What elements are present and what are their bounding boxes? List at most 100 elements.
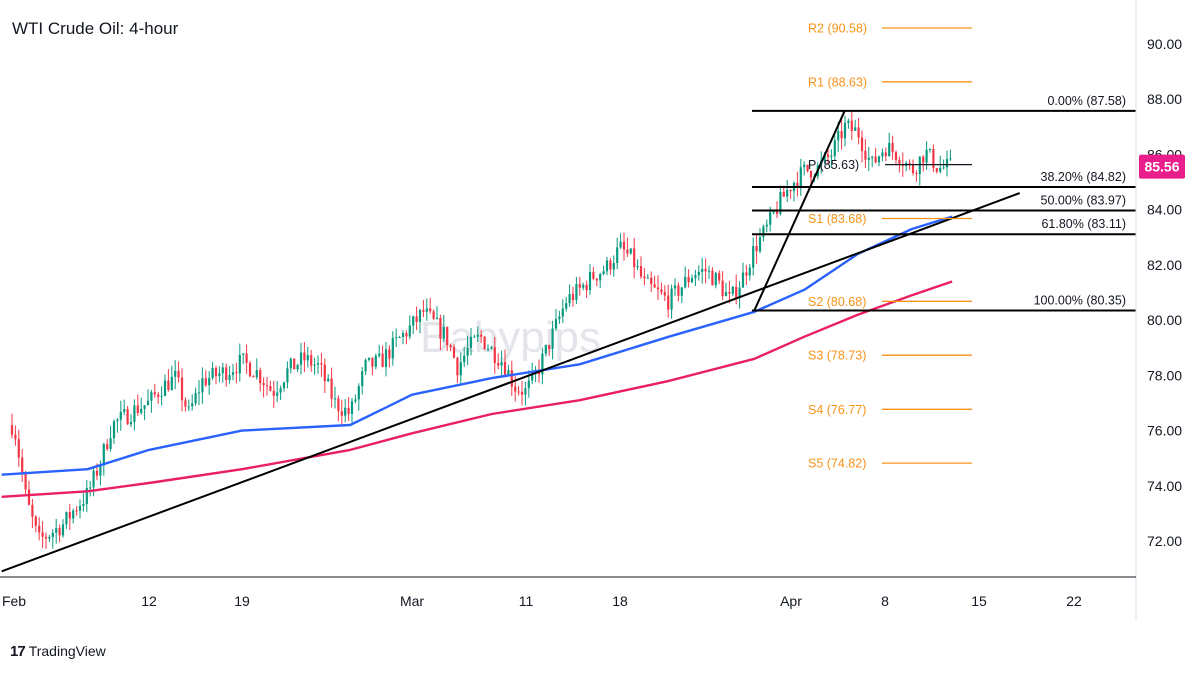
candle-body bbox=[235, 372, 238, 374]
candle-body bbox=[473, 336, 476, 338]
candle-body bbox=[786, 190, 789, 197]
candle-body bbox=[694, 275, 697, 279]
candle-body bbox=[449, 345, 452, 348]
candle-body bbox=[837, 131, 840, 141]
candle-body bbox=[507, 370, 510, 375]
candle-body bbox=[252, 376, 255, 378]
x-tick-label: Feb bbox=[2, 593, 26, 609]
candle-body bbox=[561, 308, 564, 317]
candle-body bbox=[299, 352, 303, 365]
candle-body bbox=[490, 347, 493, 349]
candle-body bbox=[126, 409, 129, 425]
x-tick-label: 8 bbox=[881, 593, 889, 609]
candle-body bbox=[245, 353, 248, 363]
candle-body bbox=[204, 378, 207, 386]
candle-body bbox=[310, 355, 313, 366]
candle-body bbox=[201, 378, 204, 393]
candle-body bbox=[762, 226, 765, 238]
y-tick-label: 74.00 bbox=[1147, 478, 1182, 494]
candle-body bbox=[354, 399, 357, 402]
candle-body bbox=[439, 317, 442, 339]
candle-body bbox=[364, 359, 367, 372]
candle-body bbox=[330, 378, 333, 399]
candle-body bbox=[296, 364, 299, 370]
candle-body bbox=[55, 527, 58, 533]
candle-body bbox=[500, 361, 503, 366]
candle-body bbox=[660, 289, 663, 293]
fib-label: 100.00% (80.35) bbox=[1034, 293, 1126, 307]
candle-body bbox=[568, 294, 571, 304]
candle-body bbox=[136, 405, 139, 414]
candle-body bbox=[809, 171, 813, 178]
candle-body bbox=[446, 326, 449, 346]
candle-body bbox=[697, 271, 700, 276]
candle-body bbox=[701, 268, 704, 272]
candle-body bbox=[323, 364, 326, 382]
candle-body bbox=[670, 288, 673, 310]
candle-body bbox=[840, 131, 843, 139]
candle-body bbox=[78, 505, 82, 511]
candle-body bbox=[735, 286, 738, 299]
candle-body bbox=[718, 273, 721, 281]
candle-body bbox=[160, 395, 163, 397]
candle-body bbox=[146, 400, 150, 406]
x-tick-label: 12 bbox=[141, 593, 157, 609]
candle-body bbox=[894, 151, 898, 160]
candle-body bbox=[653, 284, 656, 288]
candle-body bbox=[276, 392, 279, 396]
candle-body bbox=[143, 405, 146, 409]
candle-body bbox=[571, 294, 575, 301]
candle-body bbox=[789, 190, 792, 192]
candle-body bbox=[418, 310, 422, 322]
candle-body bbox=[82, 503, 85, 506]
candle-body bbox=[129, 421, 133, 425]
candle-body bbox=[371, 357, 374, 367]
candle-body bbox=[286, 368, 289, 383]
candle-body bbox=[38, 525, 41, 533]
candle-body bbox=[884, 152, 887, 157]
candle-body bbox=[595, 278, 598, 281]
candle-body bbox=[517, 391, 520, 393]
x-tick-label: 22 bbox=[1066, 593, 1082, 609]
candle-body bbox=[303, 352, 306, 361]
candle-body bbox=[119, 411, 122, 420]
fib-label: 61.80% (83.11) bbox=[1041, 217, 1126, 231]
candle-body bbox=[395, 337, 398, 339]
current-price-label: 85.56 bbox=[1144, 159, 1179, 175]
candle-body bbox=[857, 127, 860, 138]
candle-body bbox=[826, 154, 830, 157]
candle-body bbox=[908, 162, 911, 165]
candle-body bbox=[48, 536, 51, 539]
y-tick-label: 88.00 bbox=[1147, 91, 1182, 107]
candle-body bbox=[187, 406, 190, 408]
candle-body bbox=[17, 439, 20, 458]
candle-body bbox=[483, 336, 486, 350]
current-price-tag bbox=[1139, 154, 1185, 179]
candle-body bbox=[935, 168, 938, 172]
pivot-label: S5 (74.82) bbox=[808, 457, 866, 471]
candle-body bbox=[123, 409, 126, 412]
candle-body bbox=[231, 372, 235, 376]
candle-body bbox=[592, 271, 595, 279]
candle-body bbox=[639, 266, 643, 277]
candle-body bbox=[31, 504, 34, 517]
candle-body bbox=[656, 287, 660, 290]
candle-body bbox=[939, 167, 942, 172]
candle-body bbox=[133, 405, 136, 422]
candle-body bbox=[476, 334, 479, 337]
candle-body bbox=[89, 487, 92, 489]
candle-body bbox=[61, 524, 65, 536]
candle-body bbox=[218, 373, 221, 377]
candle-body bbox=[690, 278, 694, 283]
candle-body bbox=[707, 270, 711, 272]
chart-title: WTI Crude Oil: 4-hour bbox=[12, 19, 179, 38]
moving-average-2 bbox=[1, 280, 953, 498]
candle-body bbox=[663, 292, 666, 296]
candle-body bbox=[803, 164, 806, 168]
candle-body bbox=[51, 532, 54, 537]
candle-body bbox=[242, 353, 245, 355]
candle-body bbox=[180, 377, 184, 401]
candle-body bbox=[667, 295, 670, 310]
pivot-label: S1 (83.68) bbox=[808, 212, 866, 226]
